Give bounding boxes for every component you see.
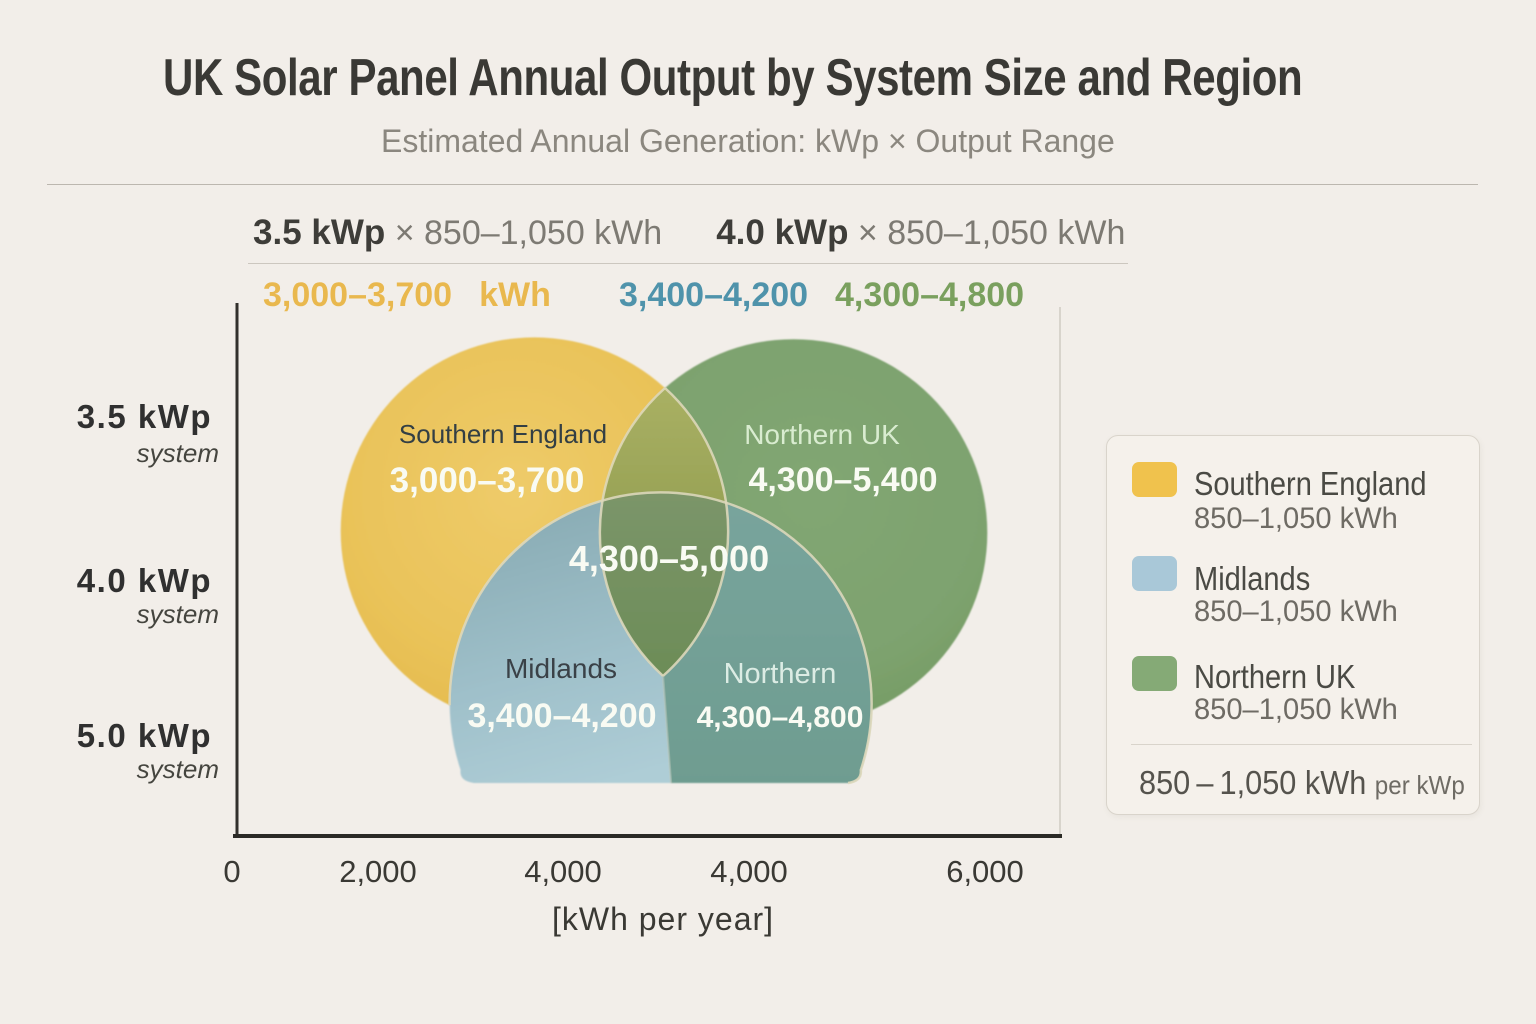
svg-text:3,400–4,200: 3,400–4,200 xyxy=(467,697,656,735)
svg-text:3,000–3,700: 3,000–3,700 xyxy=(390,461,585,500)
svg-text:4,300–4,800: 4,300–4,800 xyxy=(697,701,864,734)
svg-text:2,000: 2,000 xyxy=(339,854,417,889)
svg-text:4,000: 4,000 xyxy=(710,854,788,889)
svg-text:4,300–5,000: 4,300–5,000 xyxy=(569,538,769,579)
svg-text:Northern UK: Northern UK xyxy=(744,419,900,450)
svg-text:6,000: 6,000 xyxy=(946,854,1024,889)
svg-text:[kWh per year]: [kWh per year] xyxy=(552,901,774,937)
svg-text:4,300–5,400: 4,300–5,400 xyxy=(748,461,937,499)
svg-text:Southern England: Southern England xyxy=(399,419,607,449)
svg-text:4,000: 4,000 xyxy=(524,854,602,889)
svg-text:0: 0 xyxy=(223,854,240,889)
svg-text:Midlands: Midlands xyxy=(505,653,617,684)
svg-text:Northern: Northern xyxy=(724,658,837,690)
